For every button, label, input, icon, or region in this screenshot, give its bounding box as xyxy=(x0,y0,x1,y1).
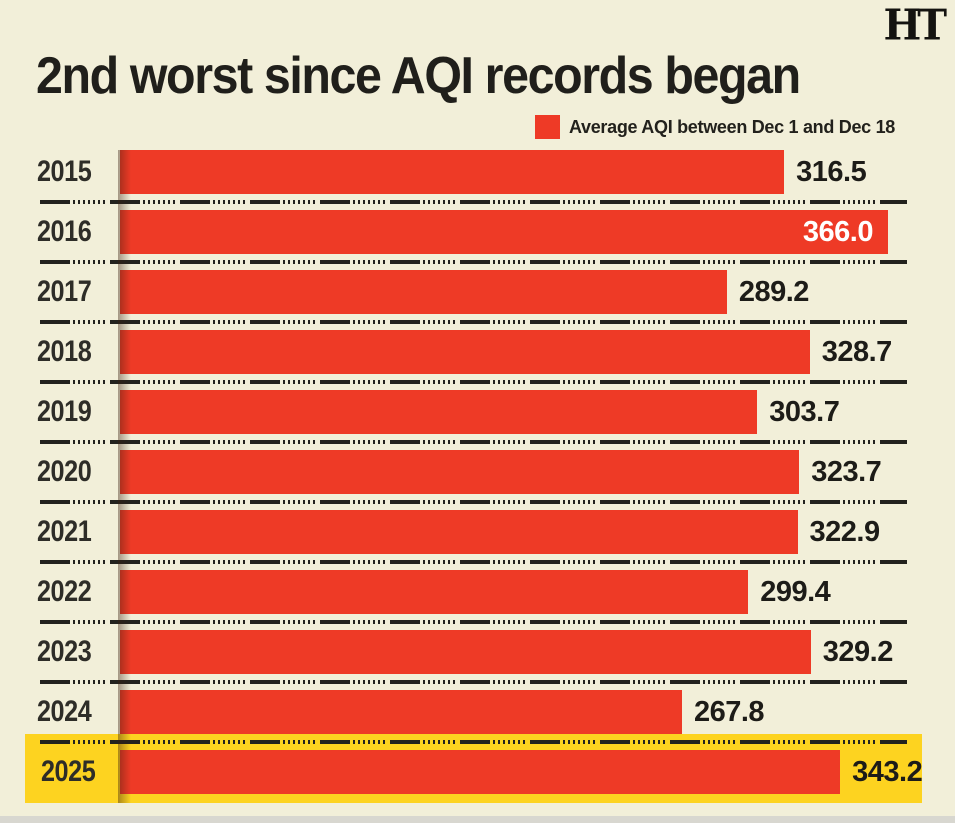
chart-row: 2018 328.7 xyxy=(0,330,955,374)
chart-row: 2021 322.9 xyxy=(0,510,955,554)
chart-row: 2025 343.2 xyxy=(25,750,923,794)
value-label: 322.9 xyxy=(809,516,881,548)
chart-row: 2024 267.8 xyxy=(0,690,955,734)
aqi-bar xyxy=(120,570,749,614)
bar-track: 366.0 xyxy=(120,210,888,254)
bar-track: 316.5 xyxy=(120,150,888,194)
legend: Average AQI between Dec 1 and Dec 18 xyxy=(534,115,895,139)
bar-track: 289.2 xyxy=(120,270,888,314)
bar-track: 328.7 xyxy=(120,330,892,374)
year-label: 2018 xyxy=(36,335,92,368)
row-separator xyxy=(40,560,907,564)
year-label: 2023 xyxy=(36,635,92,668)
bar-track: 299.4 xyxy=(120,570,888,614)
chart-row: 2016 366.0 xyxy=(0,210,955,254)
year-label: 2024 xyxy=(36,695,92,728)
aqi-bar xyxy=(120,690,682,734)
value-label: 289.2 xyxy=(738,276,810,308)
value-label: 329.2 xyxy=(822,636,894,668)
value-label: 267.8 xyxy=(693,696,765,728)
chart-row: 2022 299.4 xyxy=(0,570,955,614)
legend-swatch-icon xyxy=(534,115,560,139)
row-separator xyxy=(40,260,907,264)
year-label: 2021 xyxy=(36,515,92,548)
page-edge xyxy=(0,816,955,823)
year-label: 2015 xyxy=(36,155,92,188)
bar-track: 267.8 xyxy=(120,690,888,734)
chart-row: 2017 289.2 xyxy=(0,270,955,314)
row-separator xyxy=(40,740,907,744)
year-label: 2019 xyxy=(36,395,92,428)
chart-row: 2020 323.7 xyxy=(0,450,955,494)
row-separator xyxy=(40,380,907,384)
value-label: 366.0 xyxy=(802,216,874,248)
row-separator xyxy=(40,680,907,684)
aqi-bar xyxy=(120,210,888,254)
aqi-bar xyxy=(120,330,810,374)
chart-row: 2019 303.7 xyxy=(0,390,955,434)
year-label: 2017 xyxy=(36,275,92,308)
aqi-bar xyxy=(120,510,798,554)
value-label: 303.7 xyxy=(769,396,840,428)
chart: 2015 316.5 2016 366.0 2017 289.2 2018 328.7 2019… xyxy=(0,150,955,803)
value-label: 316.5 xyxy=(796,156,867,188)
bar-track: 343.2 xyxy=(120,750,923,794)
row-separator xyxy=(40,620,907,624)
ht-logo: HT xyxy=(883,0,947,51)
year-label: 2020 xyxy=(36,455,92,488)
aqi-bar xyxy=(120,270,727,314)
legend-label: Average AQI between Dec 1 and Dec 18 xyxy=(568,116,895,137)
bar-track: 303.7 xyxy=(120,390,888,434)
aqi-bar xyxy=(120,150,785,194)
aqi-bar xyxy=(120,750,841,794)
chart-row: 2015 316.5 xyxy=(0,150,955,194)
aqi-bar xyxy=(120,450,800,494)
row-separator xyxy=(40,320,907,324)
year-label: 2025 xyxy=(40,755,96,788)
row-separator xyxy=(40,200,907,204)
aqi-bar xyxy=(120,630,811,674)
aqi-bar xyxy=(120,390,758,434)
bar-track: 322.9 xyxy=(120,510,888,554)
value-label: 299.4 xyxy=(760,576,831,608)
bar-track: 323.7 xyxy=(120,450,888,494)
year-label: 2016 xyxy=(36,215,92,248)
value-label: 343.2 xyxy=(852,756,923,788)
value-label: 328.7 xyxy=(821,336,893,368)
year-label: 2022 xyxy=(36,575,92,608)
chart-title: 2nd worst since AQI records began xyxy=(36,47,801,105)
chart-row: 2023 329.2 xyxy=(0,630,955,674)
highlight-band: 2025 343.2 xyxy=(25,734,923,803)
row-separator xyxy=(40,500,907,504)
bar-track: 329.2 xyxy=(120,630,893,674)
row-separator xyxy=(40,440,907,444)
value-label: 323.7 xyxy=(811,456,882,488)
